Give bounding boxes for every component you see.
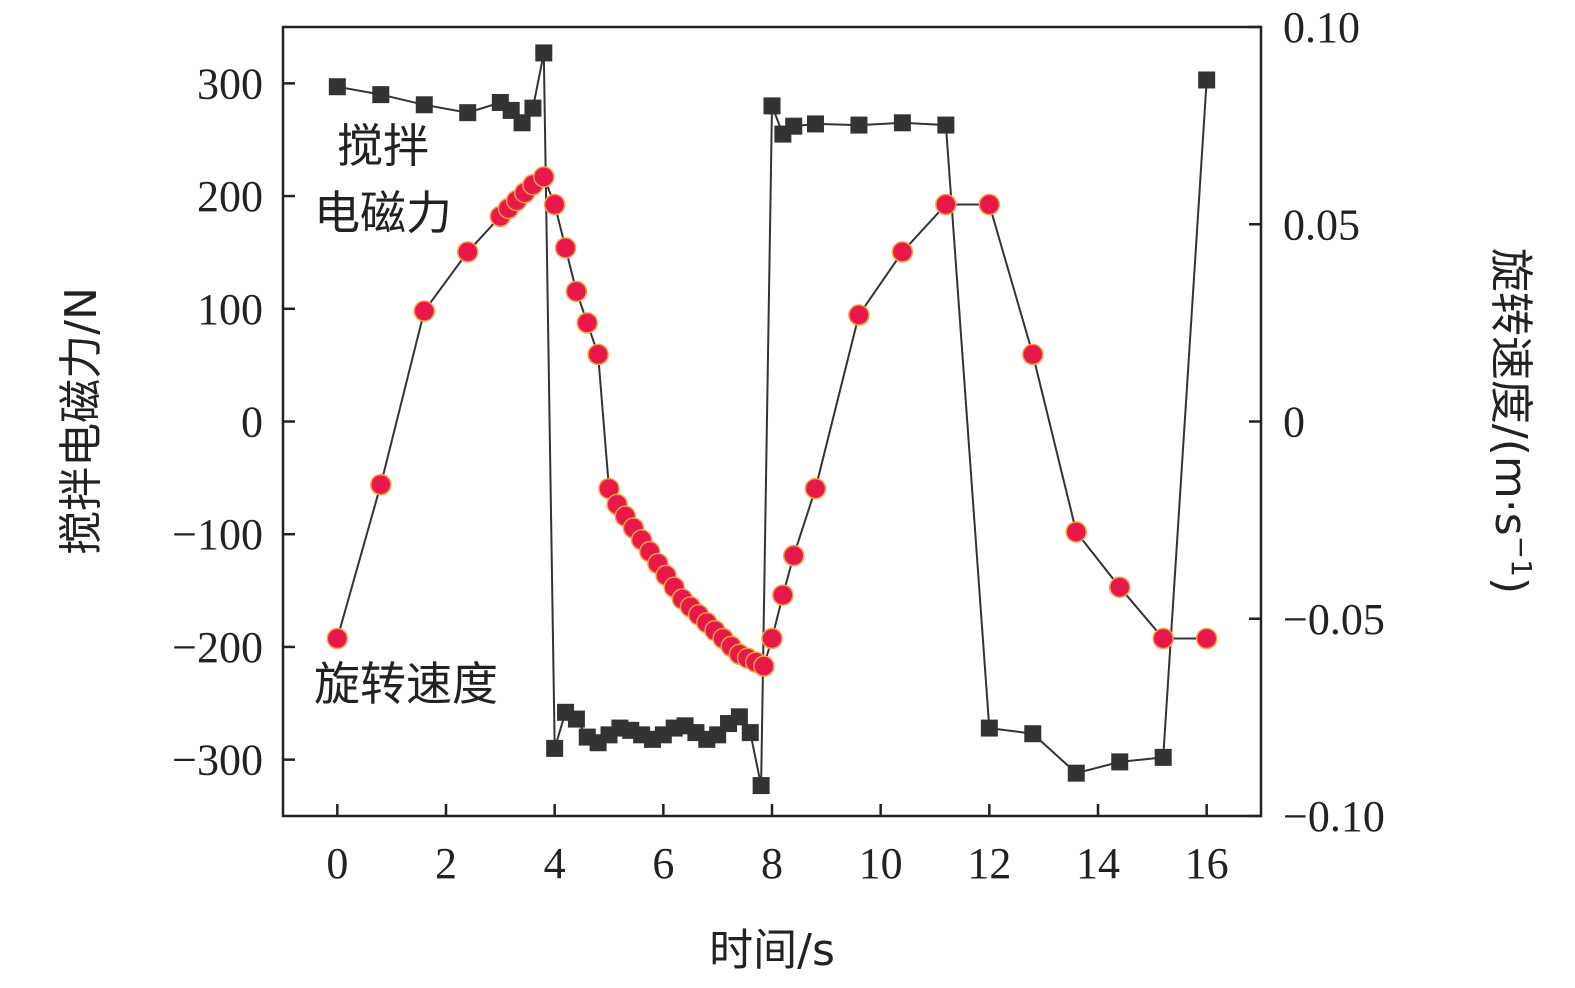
x-axis-ticks: 0 2 4 6 8 10 12 14 16 bbox=[326, 804, 1229, 888]
speed-data-point bbox=[761, 627, 783, 650]
speed-data-point bbox=[1108, 576, 1131, 598]
x-tick-label: 14 bbox=[1076, 839, 1120, 888]
force-data-point bbox=[1154, 748, 1172, 766]
speed-data-point bbox=[1022, 343, 1044, 366]
left-y-tick-label: 100 bbox=[197, 285, 263, 334]
force-data-point bbox=[415, 96, 433, 114]
left-y-tick-label: 0 bbox=[241, 398, 263, 447]
x-tick-label: 8 bbox=[761, 839, 783, 888]
force-data-point bbox=[1067, 764, 1085, 782]
force-data-point bbox=[763, 97, 781, 115]
speed-data-point bbox=[772, 584, 794, 606]
speed-data-point bbox=[543, 193, 566, 216]
x-tick-label: 0 bbox=[326, 839, 348, 888]
force-data-point bbox=[1111, 753, 1129, 771]
force-data-point bbox=[524, 99, 542, 117]
x-axis-title: 时间/s bbox=[709, 925, 835, 976]
right-y-axis-title-sup: −1 bbox=[1505, 536, 1538, 577]
speed-data-point bbox=[1152, 627, 1174, 650]
annotation-force-line2: 电磁力 bbox=[314, 186, 452, 240]
speed-data-point bbox=[587, 343, 609, 366]
right-y-axis-ticks: 0.10 0.05 0 −0.05 −0.10 bbox=[1249, 3, 1385, 841]
force-series bbox=[328, 44, 1216, 795]
right-y-axis-title: 旋转速度/(m·s−1) bbox=[1485, 248, 1538, 594]
speed-data-point bbox=[370, 473, 392, 496]
left-y-tick-label: −200 bbox=[172, 623, 263, 672]
speed-data-point bbox=[413, 300, 436, 322]
force-data-point bbox=[459, 104, 477, 122]
right-y-tick-label: 0 bbox=[1283, 398, 1305, 447]
force-data-point bbox=[806, 115, 824, 133]
speed-data-point bbox=[576, 312, 599, 334]
annotation-speed: 旋转速度 bbox=[314, 657, 498, 711]
force-data-point bbox=[513, 114, 531, 132]
force-data-point bbox=[893, 114, 911, 132]
force-data-point bbox=[741, 724, 759, 742]
right-y-axis-title-main: 旋转速度/(m·s bbox=[1485, 248, 1536, 536]
speed-data-point bbox=[848, 304, 870, 326]
right-y-tick-label: −0.05 bbox=[1283, 595, 1385, 644]
right-y-tick-label: −0.10 bbox=[1283, 792, 1385, 841]
speed-data-point bbox=[782, 544, 805, 567]
x-tick-label: 16 bbox=[1185, 839, 1229, 888]
speed-data-point bbox=[935, 193, 957, 216]
x-tick-label: 4 bbox=[544, 839, 566, 888]
force-data-point bbox=[546, 739, 564, 757]
force-data-point bbox=[328, 78, 346, 96]
left-y-tick-label: 200 bbox=[197, 172, 263, 221]
force-data-point bbox=[785, 117, 803, 135]
force-data-point bbox=[1024, 725, 1042, 743]
speed-data-point bbox=[565, 280, 588, 303]
speed-data-point bbox=[804, 477, 827, 500]
force-data-point bbox=[850, 116, 868, 134]
left-y-tick-label: 300 bbox=[197, 59, 263, 108]
left-y-axis-title: 搅拌电磁力/N bbox=[56, 287, 107, 555]
right-y-axis-title-close: ) bbox=[1485, 577, 1536, 594]
speed-data-point bbox=[326, 627, 349, 650]
speed-data-point bbox=[753, 655, 775, 677]
force-data-point bbox=[372, 86, 390, 104]
left-y-axis-ticks: 300 200 100 0 −100 −200 −300 bbox=[172, 59, 295, 785]
x-tick-label: 12 bbox=[967, 839, 1011, 888]
force-data-point bbox=[752, 777, 770, 795]
force-data-point bbox=[980, 719, 998, 737]
x-tick-label: 2 bbox=[435, 839, 457, 888]
speed-data-point bbox=[554, 237, 577, 259]
speed-data-point bbox=[1195, 627, 1218, 650]
x-tick-label: 6 bbox=[652, 839, 674, 888]
force-data-point bbox=[730, 708, 748, 726]
x-tick-label: 10 bbox=[859, 839, 903, 888]
speed-series bbox=[326, 166, 1218, 677]
right-y-tick-label: 0.05 bbox=[1283, 200, 1360, 249]
right-y-tick-label: 0.10 bbox=[1283, 3, 1360, 52]
left-y-tick-label: −300 bbox=[172, 736, 263, 785]
speed-data-point bbox=[533, 166, 555, 188]
annotation-force-line1: 搅拌 bbox=[337, 119, 429, 173]
speed-data-point bbox=[978, 193, 1001, 216]
force-data-point bbox=[937, 116, 955, 134]
force-data-point bbox=[567, 710, 585, 728]
speed-data-point bbox=[891, 241, 914, 263]
speed-data-point bbox=[456, 241, 479, 263]
force-data-point bbox=[1198, 71, 1216, 89]
force-data-point bbox=[535, 44, 553, 62]
left-y-tick-label: −100 bbox=[172, 510, 263, 559]
speed-data-point bbox=[1065, 521, 1088, 543]
